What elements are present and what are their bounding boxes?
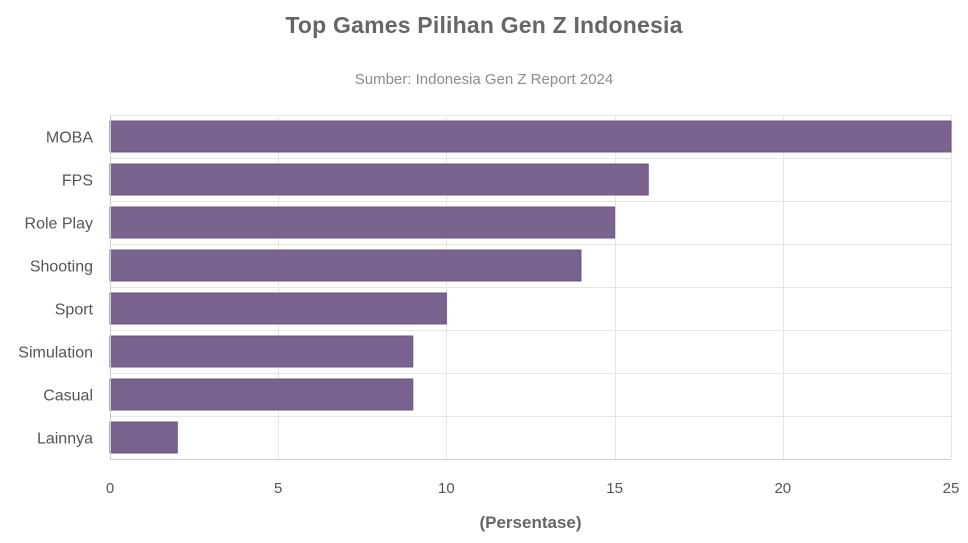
category-label: MOBA xyxy=(46,130,93,147)
chart-subtitle: Sumber: Indonesia Gen Z Report 2024 xyxy=(354,71,614,88)
x-tick-label: 5 xyxy=(274,480,282,497)
x-tick-label: 25 xyxy=(943,480,960,497)
bar-fps xyxy=(109,163,649,196)
category-label: FPS xyxy=(62,173,93,190)
bar-role-play xyxy=(109,206,616,239)
bar-lainnya xyxy=(109,421,178,454)
category-label: Casual xyxy=(43,388,93,405)
x-tick-labels: 0 5 10 15 20 25 xyxy=(106,480,960,497)
bar-moba xyxy=(109,120,952,153)
category-labels: MOBA FPS Role Play Shooting Sport Simulation C… xyxy=(18,130,93,448)
bar-simulation xyxy=(109,335,414,368)
category-label: Lainnya xyxy=(37,431,93,448)
category-label: Sport xyxy=(55,302,94,319)
x-tick-label: 20 xyxy=(774,480,791,497)
x-tick-label: 0 xyxy=(106,480,114,497)
x-axis-title: (Persentase) xyxy=(479,513,581,532)
chart-title: Top Games Pilihan Gen Z Indonesia xyxy=(285,12,683,38)
category-label: Simulation xyxy=(18,345,93,362)
x-tick-label: 10 xyxy=(438,480,455,497)
x-tick-label: 15 xyxy=(606,480,623,497)
bar-shooting xyxy=(109,249,582,282)
bar-sport xyxy=(109,292,447,325)
axes xyxy=(110,115,951,460)
category-label: Shooting xyxy=(30,259,93,276)
bar-casual xyxy=(109,378,414,411)
category-label: Role Play xyxy=(25,216,93,233)
